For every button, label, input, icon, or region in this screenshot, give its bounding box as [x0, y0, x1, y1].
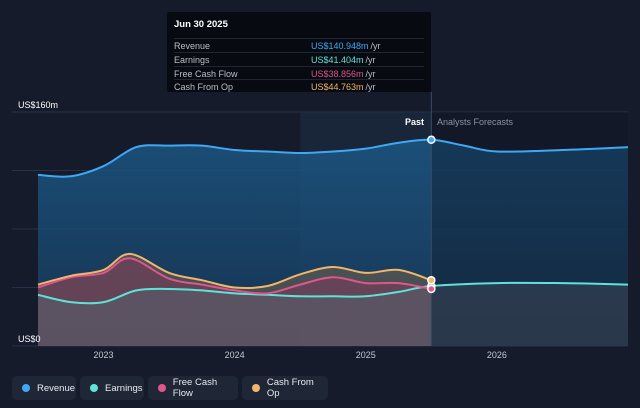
legend: Revenue Earnings Free Cash Flow Cash Fro… [0, 376, 640, 400]
series-areas [38, 139, 628, 346]
legend-label: Free Cash Flow [172, 377, 218, 399]
series-lines [37, 138, 629, 305]
line-cash-from-op [37, 252, 432, 290]
tooltip-date: Jun 30 2025 [174, 19, 228, 30]
tooltip-label: Free Cash Flow [174, 69, 238, 79]
tooltip-row-free-cash-flow: Free Cash Flow US$38.856m/yr [174, 66, 424, 80]
marker-cash-from-op [427, 275, 436, 285]
tooltip-row-revenue: Revenue US$140.948m/yr [174, 38, 424, 52]
forecast-zone [431, 112, 628, 346]
legend-item-earnings[interactable]: Earnings [80, 376, 144, 400]
y-axis-labels: US$160m US$0 [18, 100, 58, 344]
y-tick-label: US$0 [18, 334, 41, 344]
tooltip-row-earnings: Earnings US$41.404m/yr [174, 52, 424, 66]
marker-revenue [427, 135, 436, 145]
legend-label: Cash From Op [266, 377, 314, 399]
series-markers [427, 135, 436, 294]
x-tick-label: 2025 [356, 350, 376, 360]
line-free-cash-flow [37, 257, 432, 295]
forecast-label: Analysts Forecasts [437, 117, 514, 127]
line-revenue [37, 138, 629, 178]
past-label: Past [405, 117, 424, 127]
tooltip-row-cash-from-op: Cash From Op US$44.763m/yr [174, 79, 424, 93]
legend-item-cash-from-op[interactable]: Cash From Op [242, 376, 328, 400]
y-tick-label: US$160m [18, 100, 58, 110]
tooltip-value: US$38.856m/yr [311, 69, 376, 79]
tooltip-label: Cash From Op [174, 82, 234, 92]
tooltip-value: US$41.404m/yr [311, 55, 376, 65]
forecast-shade [431, 112, 628, 346]
legend-dot-icon [158, 384, 166, 392]
legend-dot-icon [22, 384, 30, 392]
line-earnings [37, 281, 629, 305]
x-axis-labels: 2023 2024 2025 2026 [94, 350, 507, 360]
x-tick-label: 2024 [225, 350, 245, 360]
tooltip-value: US$140.948m/yr [311, 41, 381, 51]
x-tick-label: 2023 [94, 350, 114, 360]
x-tick-label: 2026 [487, 350, 507, 360]
tooltip-value: US$44.763m/yr [311, 82, 376, 92]
tooltip: Jun 30 2025 Revenue US$140.948m/yr Earni… [167, 12, 431, 92]
legend-label: Revenue [37, 382, 76, 394]
legend-dot-icon [252, 384, 260, 392]
marker-free-cash-flow [427, 284, 436, 294]
legend-item-revenue[interactable]: Revenue [12, 376, 76, 400]
legend-dot-icon [90, 384, 98, 392]
legend-item-free-cash-flow[interactable]: Free Cash Flow [148, 376, 238, 400]
area-earnings [38, 282, 628, 346]
legend-label: Earnings [105, 382, 143, 394]
tooltip-label: Earnings [174, 55, 210, 65]
tooltip-label: Revenue [174, 41, 211, 51]
